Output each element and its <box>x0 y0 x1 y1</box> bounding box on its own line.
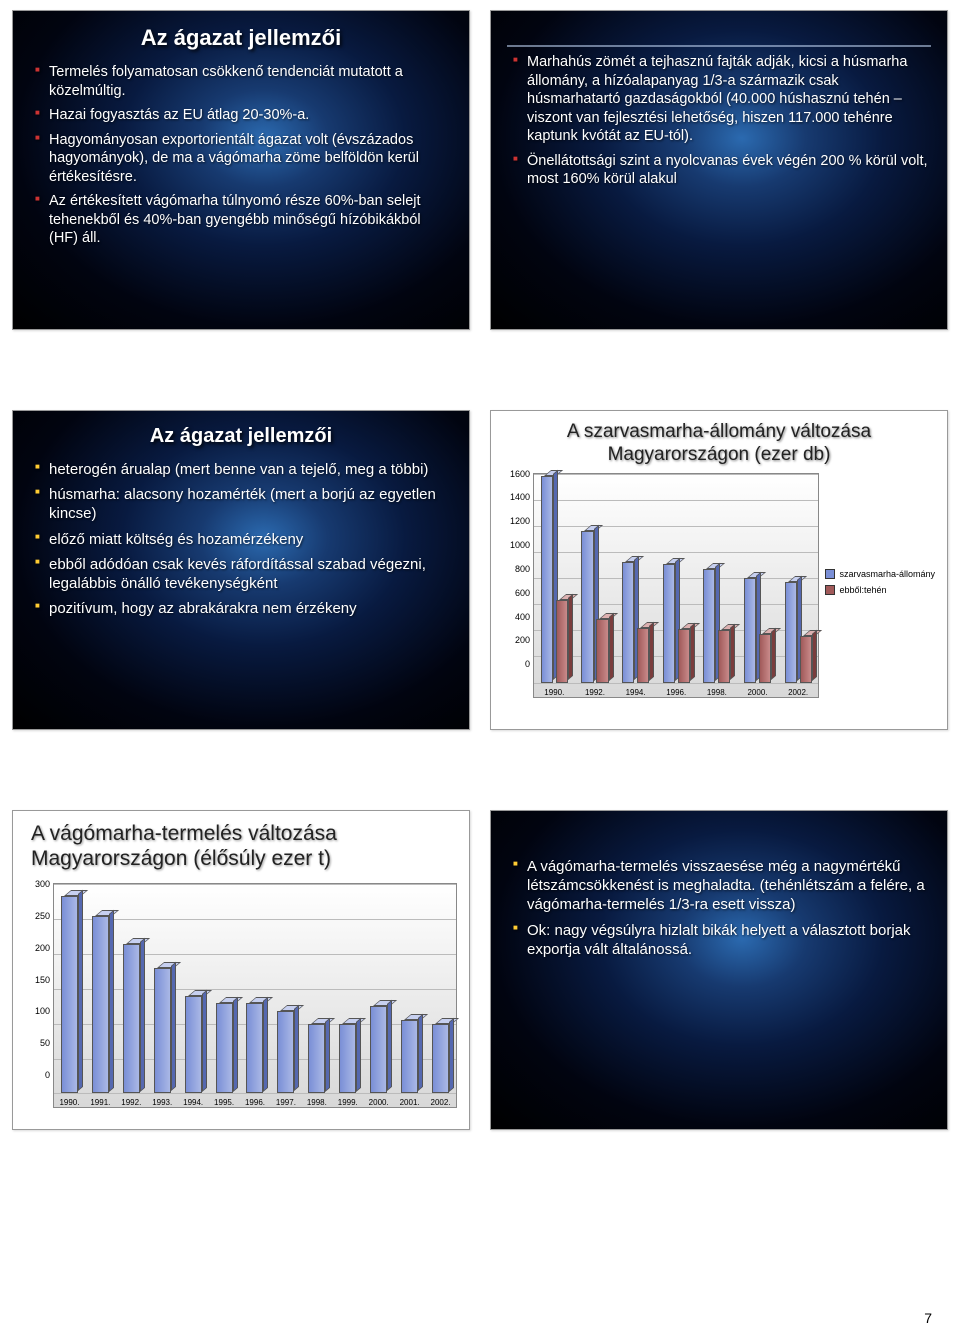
slide-3-title: Az ágazat jellemzői <box>29 425 453 448</box>
chart-slaughter-cattle: 050100150200250300 1990.1991.1992.1993.1… <box>53 883 457 1108</box>
chart-4-legend: szarvasmarha-állomány ebből:tehén <box>825 569 935 601</box>
slide-1-title: Az ágazat jellemzői <box>29 25 453 51</box>
bullet-item: pozitívum, hogy az abrakárakra nem érzék… <box>35 599 453 618</box>
divider <box>507 45 931 47</box>
slide-3-bullets: heterogén árualap (mert benne van a teje… <box>29 460 453 618</box>
slide-2-bullets: Marhahús zömét a tejhasznú fajták adják,… <box>507 53 931 189</box>
bullet-item: Marhahús zömét a tejhasznú fajták adják,… <box>513 53 931 146</box>
bullet-item: Hazai fogyasztás az EU átlag 20-30%-a. <box>35 106 453 125</box>
slide-6-bullets: A vágómarha-termelés visszaesése még a n… <box>507 857 931 959</box>
legend-swatch <box>825 569 835 579</box>
bullet-item: ebből adódóan csak kevés ráfordítással s… <box>35 555 453 593</box>
bullet-item: Önellátottsági szint a nyolcvanas évek v… <box>513 152 931 189</box>
slide-1: Az ágazat jellemzői Termelés folyamatosa… <box>12 10 470 330</box>
slide-3: Az ágazat jellemzői heterogén árualap (m… <box>12 410 470 730</box>
page-number: 7 <box>924 1310 932 1326</box>
bullet-item: A vágómarha-termelés visszaesése még a n… <box>513 857 931 915</box>
legend-item: szarvasmarha-állomány <box>825 569 935 579</box>
legend-label: ebből:tehén <box>839 585 886 595</box>
legend-swatch <box>825 585 835 595</box>
slide-5-title: A vágómarha-termelés változása Magyarors… <box>25 821 457 871</box>
bullet-item: Ok: nagy végsúlyra hizlalt bikák helyett… <box>513 921 931 959</box>
slide-4-title: A szarvasmarha-állomány változása Magyar… <box>503 421 935 467</box>
bullet-item: előző miatt költség és hozamérzékeny <box>35 530 453 549</box>
slide-1-bullets: Termelés folyamatosan csökkenő tendenciá… <box>29 63 453 248</box>
legend-item: ebből:tehén <box>825 585 935 595</box>
bullet-item: Az értékesített vágómarha túlnyomó része… <box>35 192 453 248</box>
slide-5: A vágómarha-termelés változása Magyarors… <box>12 810 470 1130</box>
bullet-item: Termelés folyamatosan csökkenő tendenciá… <box>35 63 453 100</box>
bullet-item: húsmarha: alacsony hozamérték (mert a bo… <box>35 485 453 523</box>
legend-label: szarvasmarha-állomány <box>839 569 935 579</box>
bullet-item: heterogén árualap (mert benne van a teje… <box>35 460 453 479</box>
bullet-item: Hagyományosan exportorientált ágazat vol… <box>35 131 453 187</box>
slide-4: A szarvasmarha-állomány változása Magyar… <box>490 410 948 730</box>
slide-6: A vágómarha-termelés visszaesése még a n… <box>490 810 948 1130</box>
slide-2: Marhahús zömét a tejhasznú fajták adják,… <box>490 10 948 330</box>
chart-cattle-stock: 02004006008001000120014001600 1990.1992.… <box>533 473 819 698</box>
